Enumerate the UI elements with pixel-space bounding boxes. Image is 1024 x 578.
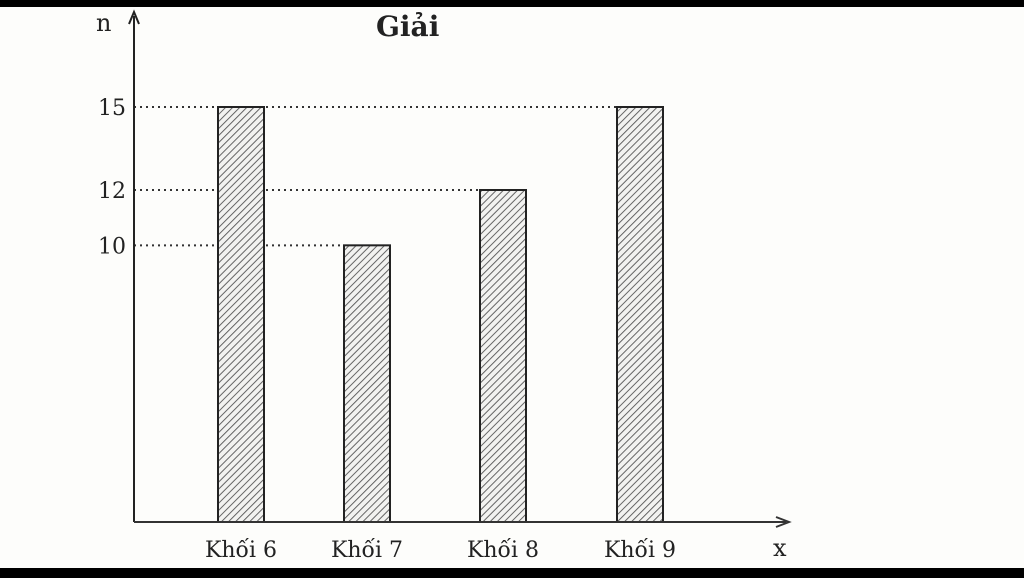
bar-4 [616,106,664,523]
y-tick-label: 12 [98,179,126,204]
bar-3 [479,189,527,523]
y-tick-label: 15 [98,96,126,121]
x-tick-label: Khối 9 [604,537,676,563]
bar-1 [217,106,265,523]
y-tick-label: 10 [98,234,126,259]
bar-2 [343,244,391,523]
x-axis-label: x [773,534,787,562]
x-tick-label: Khối 6 [205,537,277,563]
x-axis-arrow [775,516,792,528]
x-tick-label: Khối 7 [331,537,403,563]
x-tick-label: Khối 8 [467,537,539,563]
chart-title: Giải [376,10,439,43]
y-axis-arrow [128,9,140,25]
y-axis-label: n [96,9,111,37]
